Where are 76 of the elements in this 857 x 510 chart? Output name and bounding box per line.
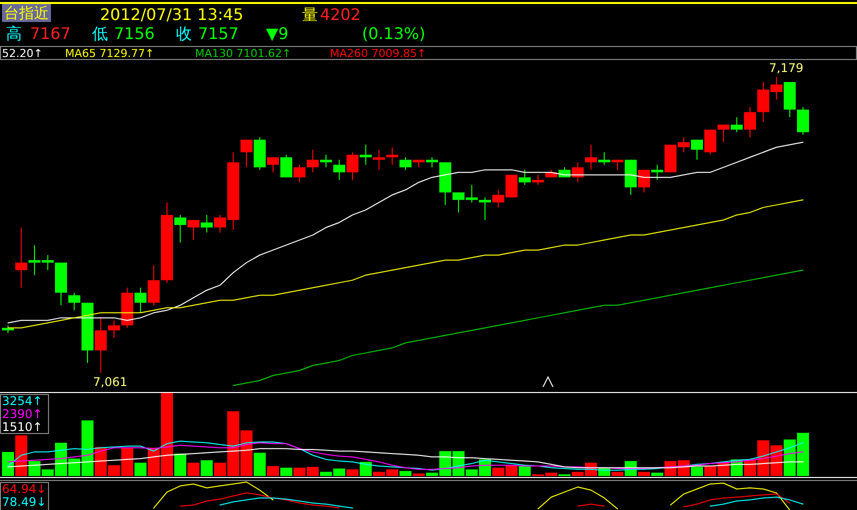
candlestick [306, 149, 319, 173]
candlestick [651, 164, 664, 180]
text: 收 [176, 24, 192, 43]
chart-title: 台指近 [4, 4, 49, 22]
candlestick [15, 227, 28, 288]
candlestick [333, 159, 346, 180]
bar [2, 452, 14, 476]
bar [254, 452, 266, 476]
legend-label: MA260 7009.85↑ [330, 47, 426, 60]
text: 78.49↓ [2, 495, 46, 509]
bar [400, 471, 412, 476]
text: 低 [92, 24, 108, 43]
candlestick [426, 156, 438, 168]
candlestick [174, 214, 186, 244]
text: 4202 [320, 5, 361, 24]
text: 3254↑ [2, 394, 43, 408]
text: 7,179 [769, 61, 804, 75]
candlestick [598, 152, 610, 166]
candlestick [346, 152, 358, 180]
candlestick [797, 106, 809, 136]
bar [200, 460, 213, 476]
candlestick [730, 116, 743, 133]
text: 量 [302, 5, 318, 24]
candlestick [479, 196, 491, 220]
text: 7156 [114, 24, 155, 43]
text: 7,061 [93, 375, 128, 389]
bar [188, 462, 200, 476]
candlestick [94, 317, 107, 374]
text: 高 [6, 24, 22, 43]
text: MA65 7129.77↑ [65, 47, 154, 60]
text: 2012/07/31 13:45 [100, 5, 244, 24]
candlestick [386, 146, 398, 166]
text: 1510↑ [2, 420, 43, 434]
text: 2390↑ [2, 407, 43, 421]
candlestick [572, 162, 584, 183]
bar [691, 466, 703, 476]
bar [612, 472, 624, 476]
candlestick [108, 320, 120, 338]
bar [651, 472, 664, 476]
bar [360, 462, 372, 476]
text: 52.20↑ [2, 47, 43, 60]
bar [638, 472, 650, 476]
bar [15, 435, 28, 476]
bar [134, 462, 146, 476]
text: 7157 [198, 24, 239, 43]
text: 7167 [30, 24, 71, 43]
bar [280, 468, 292, 476]
text: 64.94↓ [2, 482, 46, 496]
bar [267, 466, 279, 476]
candlestick [188, 219, 200, 241]
candlestick [294, 164, 306, 183]
candlestick [532, 174, 544, 186]
candlestick [320, 154, 332, 168]
candlestick [691, 139, 703, 160]
bar [174, 454, 186, 476]
candlestick [360, 144, 372, 166]
candlestick [744, 106, 756, 138]
candlestick [704, 129, 716, 156]
bar [346, 469, 358, 476]
candlestick [585, 144, 597, 170]
candlestick [134, 287, 146, 314]
candlestick [148, 264, 160, 306]
text: ▼9 [266, 24, 288, 43]
candlestick [718, 124, 730, 143]
candlestick [400, 156, 412, 170]
candlestick [638, 169, 650, 193]
text: (0.13%) [362, 24, 426, 43]
candlestick [373, 149, 385, 170]
candlestick [280, 154, 292, 178]
candlestick [200, 214, 213, 234]
candlestick [68, 292, 80, 311]
candlestick [267, 156, 279, 173]
text: MA130 7101.62↑ [195, 47, 292, 60]
candlestick [240, 139, 252, 168]
candlestick [518, 169, 531, 186]
bar [518, 466, 531, 476]
